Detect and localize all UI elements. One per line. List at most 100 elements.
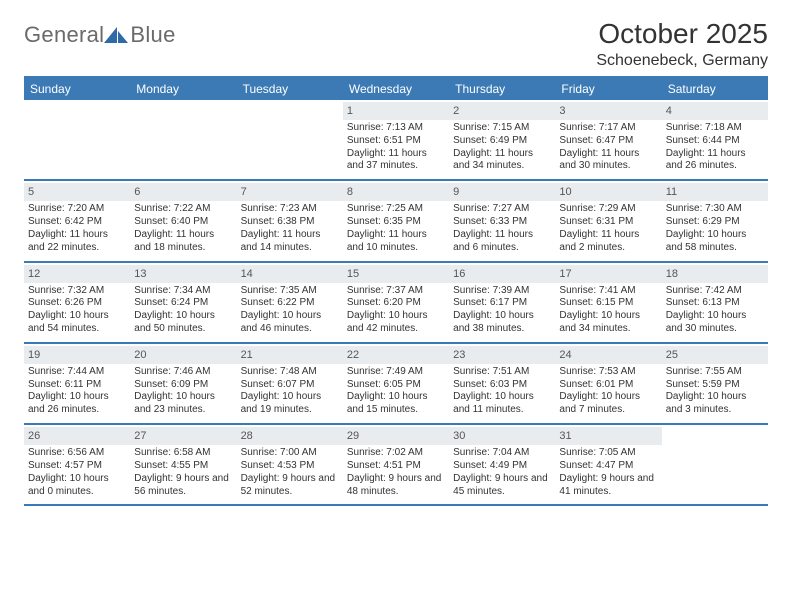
day-number: 22 xyxy=(343,346,449,364)
sunrise-line: Sunrise: 7:53 AM xyxy=(559,366,657,379)
day-number: 11 xyxy=(662,183,768,201)
sunset-line: Sunset: 6:31 PM xyxy=(559,216,657,229)
day-number: 6 xyxy=(130,183,236,201)
daylight-line: Daylight: 10 hours and 50 minutes. xyxy=(134,310,232,336)
sunrise-line: Sunrise: 7:55 AM xyxy=(666,366,764,379)
calendar-grid: SundayMondayTuesdayWednesdayThursdayFrid… xyxy=(24,76,768,506)
daylight-line: Daylight: 11 hours and 30 minutes. xyxy=(559,148,657,174)
sunrise-line: Sunrise: 7:41 AM xyxy=(559,285,657,298)
sunrise-line: Sunrise: 7:02 AM xyxy=(347,447,445,460)
day-header-cell: Wednesday xyxy=(343,78,449,100)
calendar-page: General Blue October 2025 Schoenebeck, G… xyxy=(0,0,792,518)
sunset-line: Sunset: 6:47 PM xyxy=(559,135,657,148)
daylight-line: Daylight: 10 hours and 46 minutes. xyxy=(241,310,339,336)
day-header-cell: Monday xyxy=(130,78,236,100)
week-row: 26Sunrise: 6:56 AMSunset: 4:57 PMDayligh… xyxy=(24,425,768,506)
day-cell: 30Sunrise: 7:04 AMSunset: 4:49 PMDayligh… xyxy=(449,425,555,504)
daylight-line: Daylight: 11 hours and 14 minutes. xyxy=(241,229,339,255)
day-number: 13 xyxy=(130,265,236,283)
sunrise-line: Sunrise: 7:29 AM xyxy=(559,203,657,216)
day-cell: 24Sunrise: 7:53 AMSunset: 6:01 PMDayligh… xyxy=(555,344,661,423)
daylight-line: Daylight: 9 hours and 48 minutes. xyxy=(347,473,445,499)
sunset-line: Sunset: 6:07 PM xyxy=(241,379,339,392)
day-number: 15 xyxy=(343,265,449,283)
day-cell: 19Sunrise: 7:44 AMSunset: 6:11 PMDayligh… xyxy=(24,344,130,423)
day-cell: 5Sunrise: 7:20 AMSunset: 6:42 PMDaylight… xyxy=(24,181,130,260)
brand-logo: General Blue xyxy=(24,22,176,48)
day-number: 10 xyxy=(555,183,661,201)
sunrise-line: Sunrise: 7:32 AM xyxy=(28,285,126,298)
daylight-line: Daylight: 10 hours and 23 minutes. xyxy=(134,391,232,417)
day-cell: 12Sunrise: 7:32 AMSunset: 6:26 PMDayligh… xyxy=(24,263,130,342)
day-cell: 29Sunrise: 7:02 AMSunset: 4:51 PMDayligh… xyxy=(343,425,449,504)
day-number: 4 xyxy=(662,102,768,120)
daylight-line: Daylight: 11 hours and 18 minutes. xyxy=(134,229,232,255)
header: General Blue October 2025 Schoenebeck, G… xyxy=(24,18,768,70)
day-header-cell: Tuesday xyxy=(237,78,343,100)
day-cell: 21Sunrise: 7:48 AMSunset: 6:07 PMDayligh… xyxy=(237,344,343,423)
sunset-line: Sunset: 6:42 PM xyxy=(28,216,126,229)
sunset-line: Sunset: 6:24 PM xyxy=(134,297,232,310)
sunset-line: Sunset: 4:57 PM xyxy=(28,460,126,473)
day-number: 8 xyxy=(343,183,449,201)
day-cell: 20Sunrise: 7:46 AMSunset: 6:09 PMDayligh… xyxy=(130,344,236,423)
sunrise-line: Sunrise: 7:00 AM xyxy=(241,447,339,460)
sunrise-line: Sunrise: 7:13 AM xyxy=(347,122,445,135)
sunset-line: Sunset: 6:09 PM xyxy=(134,379,232,392)
sunset-line: Sunset: 6:20 PM xyxy=(347,297,445,310)
sunset-line: Sunset: 6:29 PM xyxy=(666,216,764,229)
day-cell: 15Sunrise: 7:37 AMSunset: 6:20 PMDayligh… xyxy=(343,263,449,342)
sunset-line: Sunset: 6:26 PM xyxy=(28,297,126,310)
day-number: 31 xyxy=(555,427,661,445)
day-cell: . xyxy=(24,100,130,179)
sunrise-line: Sunrise: 7:05 AM xyxy=(559,447,657,460)
title-block: October 2025 Schoenebeck, Germany xyxy=(596,18,768,70)
day-cell: . xyxy=(130,100,236,179)
day-cell: 27Sunrise: 6:58 AMSunset: 4:55 PMDayligh… xyxy=(130,425,236,504)
day-header-row: SundayMondayTuesdayWednesdayThursdayFrid… xyxy=(24,78,768,100)
day-number: 14 xyxy=(237,265,343,283)
day-number: 12 xyxy=(24,265,130,283)
daylight-line: Daylight: 11 hours and 10 minutes. xyxy=(347,229,445,255)
daylight-line: Daylight: 10 hours and 11 minutes. xyxy=(453,391,551,417)
brand-sail-icon xyxy=(102,25,130,45)
day-cell: 28Sunrise: 7:00 AMSunset: 4:53 PMDayligh… xyxy=(237,425,343,504)
brand-text-blue: Blue xyxy=(130,22,175,48)
sunrise-line: Sunrise: 7:20 AM xyxy=(28,203,126,216)
day-number: 26 xyxy=(24,427,130,445)
daylight-line: Daylight: 10 hours and 30 minutes. xyxy=(666,310,764,336)
sunrise-line: Sunrise: 7:22 AM xyxy=(134,203,232,216)
brand-text-general: General xyxy=(24,22,104,48)
daylight-line: Daylight: 11 hours and 2 minutes. xyxy=(559,229,657,255)
day-number: 19 xyxy=(24,346,130,364)
sunrise-line: Sunrise: 7:35 AM xyxy=(241,285,339,298)
day-number: 23 xyxy=(449,346,555,364)
sunrise-line: Sunrise: 7:25 AM xyxy=(347,203,445,216)
day-cell: 14Sunrise: 7:35 AMSunset: 6:22 PMDayligh… xyxy=(237,263,343,342)
day-number: 27 xyxy=(130,427,236,445)
day-number: 30 xyxy=(449,427,555,445)
sunset-line: Sunset: 6:01 PM xyxy=(559,379,657,392)
day-cell: 11Sunrise: 7:30 AMSunset: 6:29 PMDayligh… xyxy=(662,181,768,260)
day-number: 7 xyxy=(237,183,343,201)
sunset-line: Sunset: 6:49 PM xyxy=(453,135,551,148)
day-cell: 18Sunrise: 7:42 AMSunset: 6:13 PMDayligh… xyxy=(662,263,768,342)
day-cell: 3Sunrise: 7:17 AMSunset: 6:47 PMDaylight… xyxy=(555,100,661,179)
sunrise-line: Sunrise: 7:04 AM xyxy=(453,447,551,460)
day-number: 17 xyxy=(555,265,661,283)
daylight-line: Daylight: 10 hours and 34 minutes. xyxy=(559,310,657,336)
sunrise-line: Sunrise: 7:39 AM xyxy=(453,285,551,298)
day-cell: 25Sunrise: 7:55 AMSunset: 5:59 PMDayligh… xyxy=(662,344,768,423)
sunset-line: Sunset: 6:17 PM xyxy=(453,297,551,310)
sunset-line: Sunset: 4:55 PM xyxy=(134,460,232,473)
day-number: 25 xyxy=(662,346,768,364)
day-cell: 7Sunrise: 7:23 AMSunset: 6:38 PMDaylight… xyxy=(237,181,343,260)
day-cell: 9Sunrise: 7:27 AMSunset: 6:33 PMDaylight… xyxy=(449,181,555,260)
week-row: 5Sunrise: 7:20 AMSunset: 6:42 PMDaylight… xyxy=(24,181,768,262)
daylight-line: Daylight: 10 hours and 3 minutes. xyxy=(666,391,764,417)
sunrise-line: Sunrise: 7:37 AM xyxy=(347,285,445,298)
day-cell: 31Sunrise: 7:05 AMSunset: 4:47 PMDayligh… xyxy=(555,425,661,504)
daylight-line: Daylight: 9 hours and 41 minutes. xyxy=(559,473,657,499)
sunset-line: Sunset: 6:11 PM xyxy=(28,379,126,392)
sunset-line: Sunset: 6:05 PM xyxy=(347,379,445,392)
